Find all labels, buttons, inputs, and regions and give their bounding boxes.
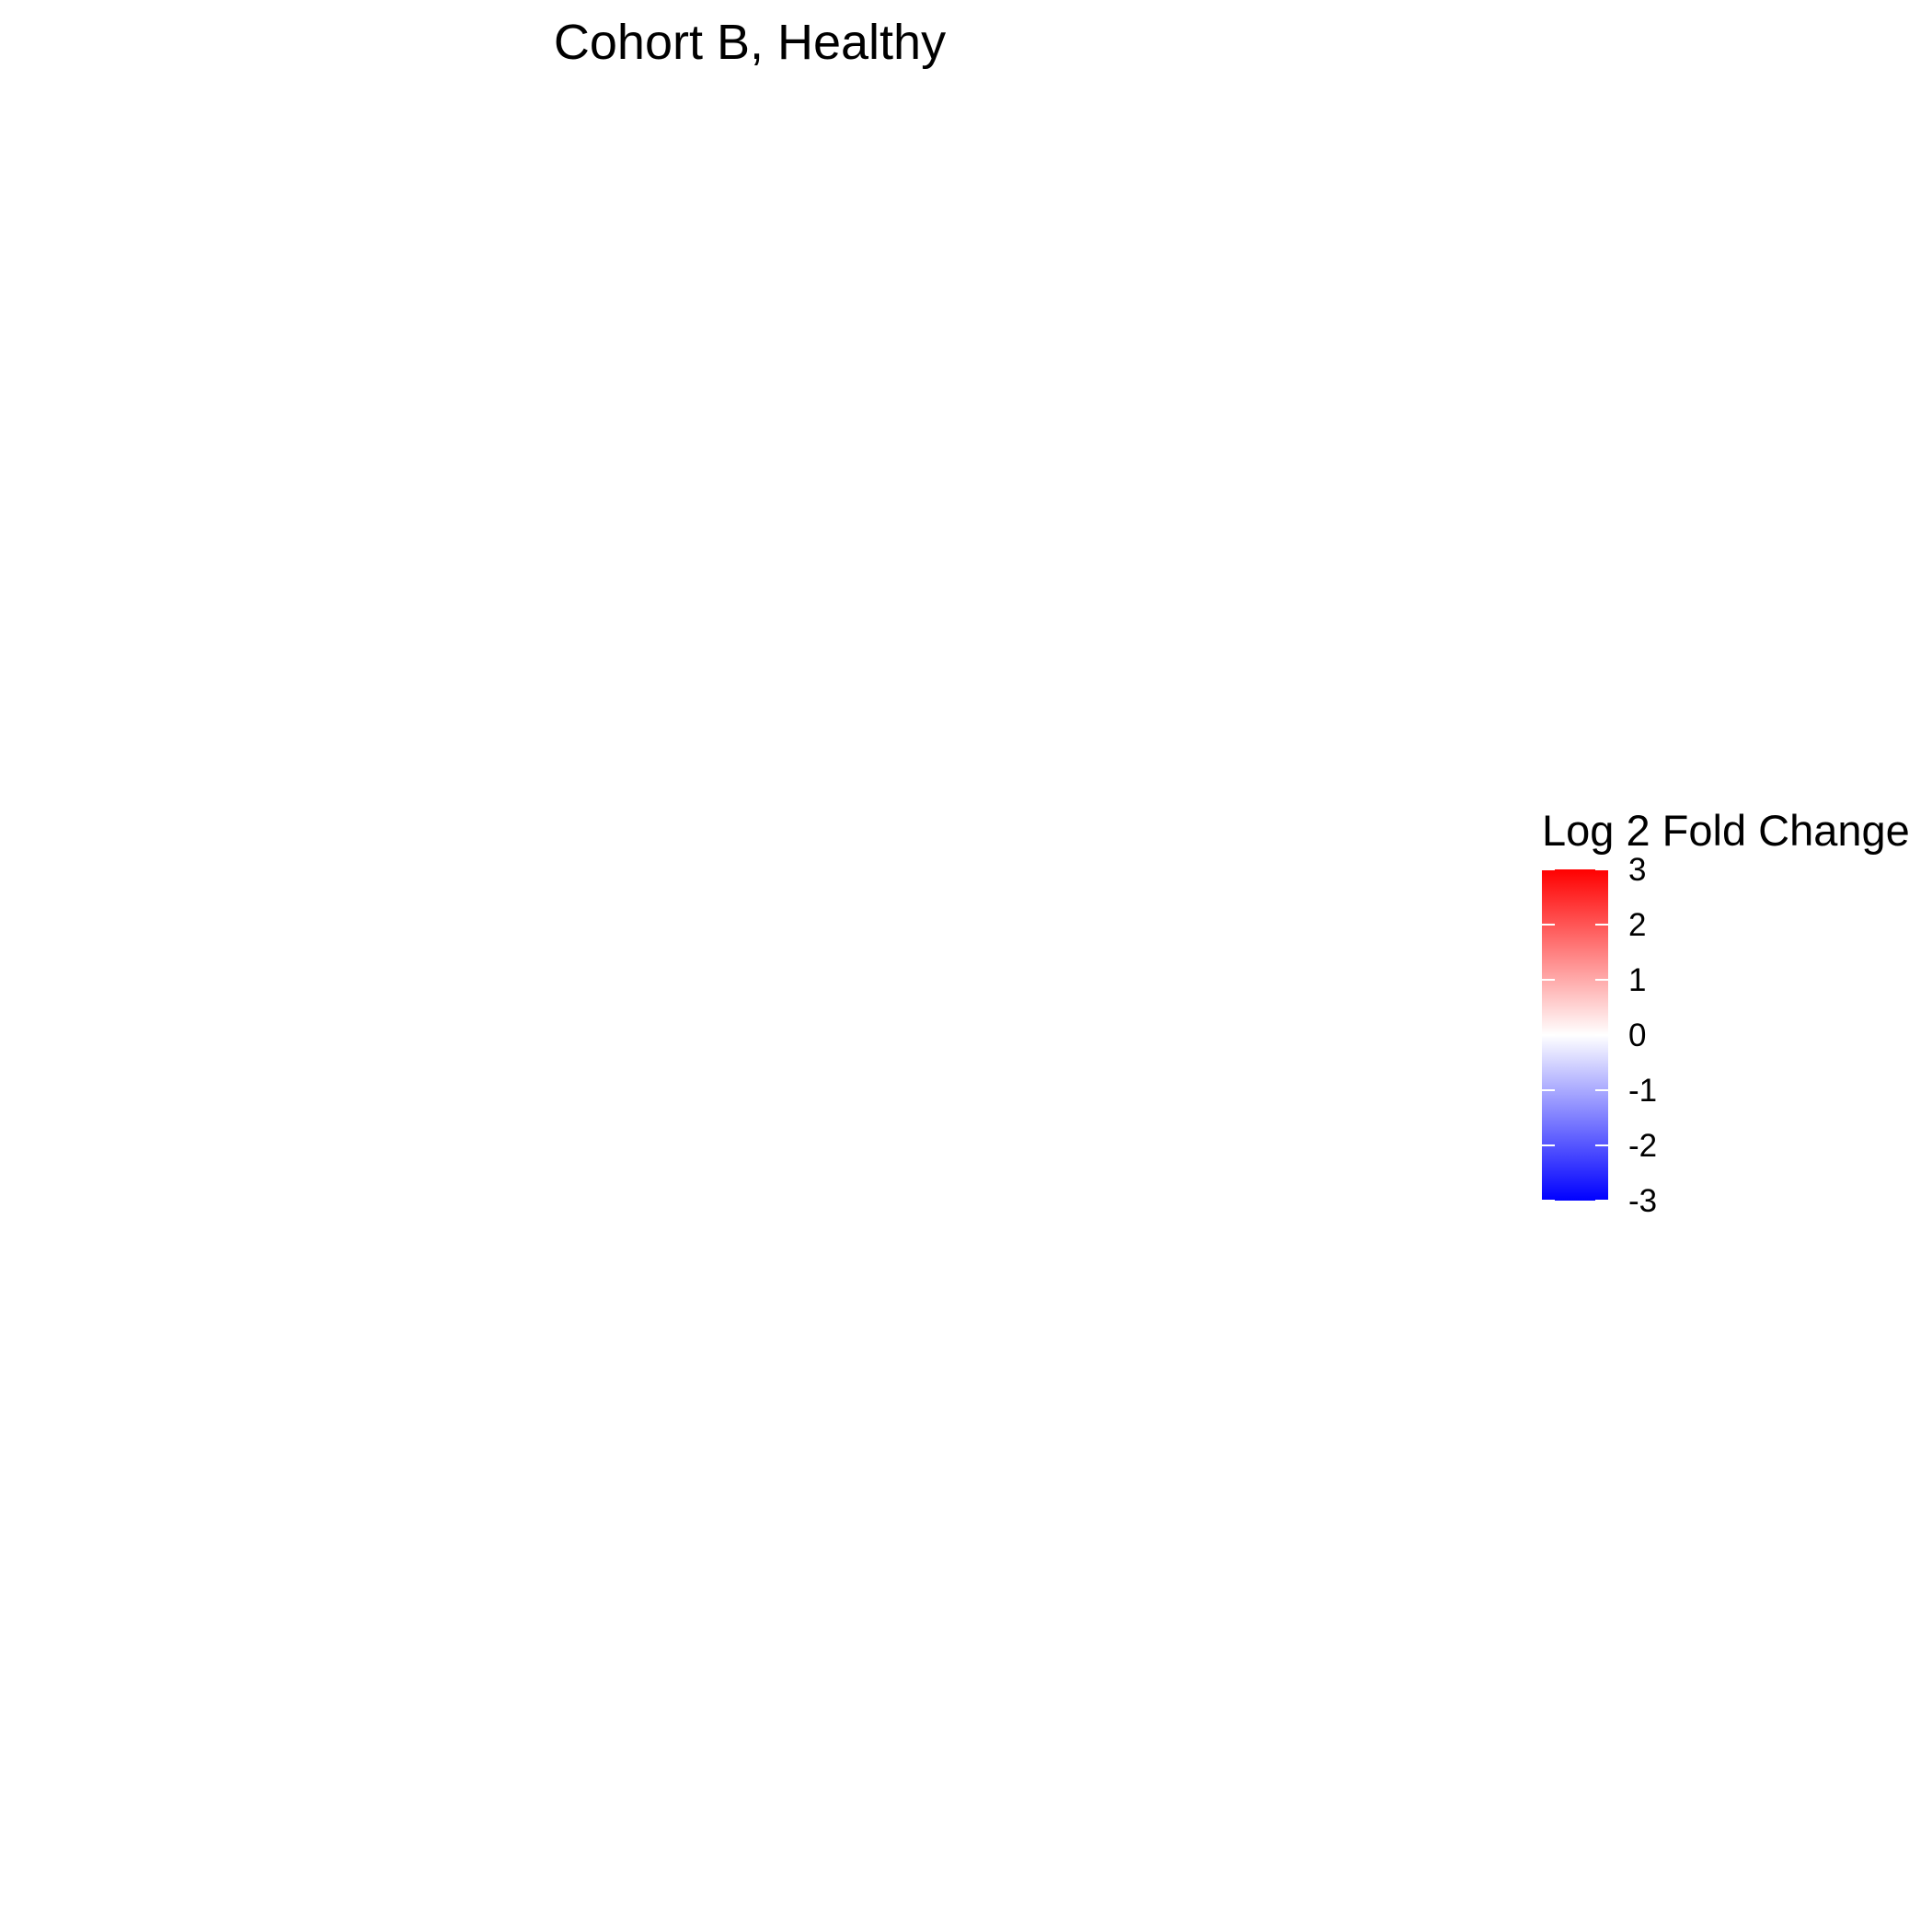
plot-area [37, 83, 1472, 1886]
legend-colorbar-svg: 3 2 1 0 -1 -2 -3 [1542, 852, 1657, 1219]
chart-title: Cohort B, Healthy [553, 15, 947, 70]
legend-tick-label: -2 [1628, 1128, 1657, 1164]
legend-ticks: 3 2 1 0 -1 -2 -3 [1542, 852, 1657, 1219]
legend-tick-label: 0 [1628, 1018, 1646, 1053]
legend-tick-label: -1 [1628, 1073, 1657, 1109]
legend-tick-label: 3 [1628, 852, 1646, 888]
legend-tick-label: 2 [1628, 907, 1646, 943]
color-legend: Log 2 Fold Change 3 2 1 0 -1 -2 -3 [1542, 805, 1928, 1228]
legend-title: Log 2 Fold Change [1542, 806, 1910, 855]
legend-tick-label: 1 [1628, 962, 1646, 998]
legend-tick-label: -3 [1628, 1183, 1657, 1219]
